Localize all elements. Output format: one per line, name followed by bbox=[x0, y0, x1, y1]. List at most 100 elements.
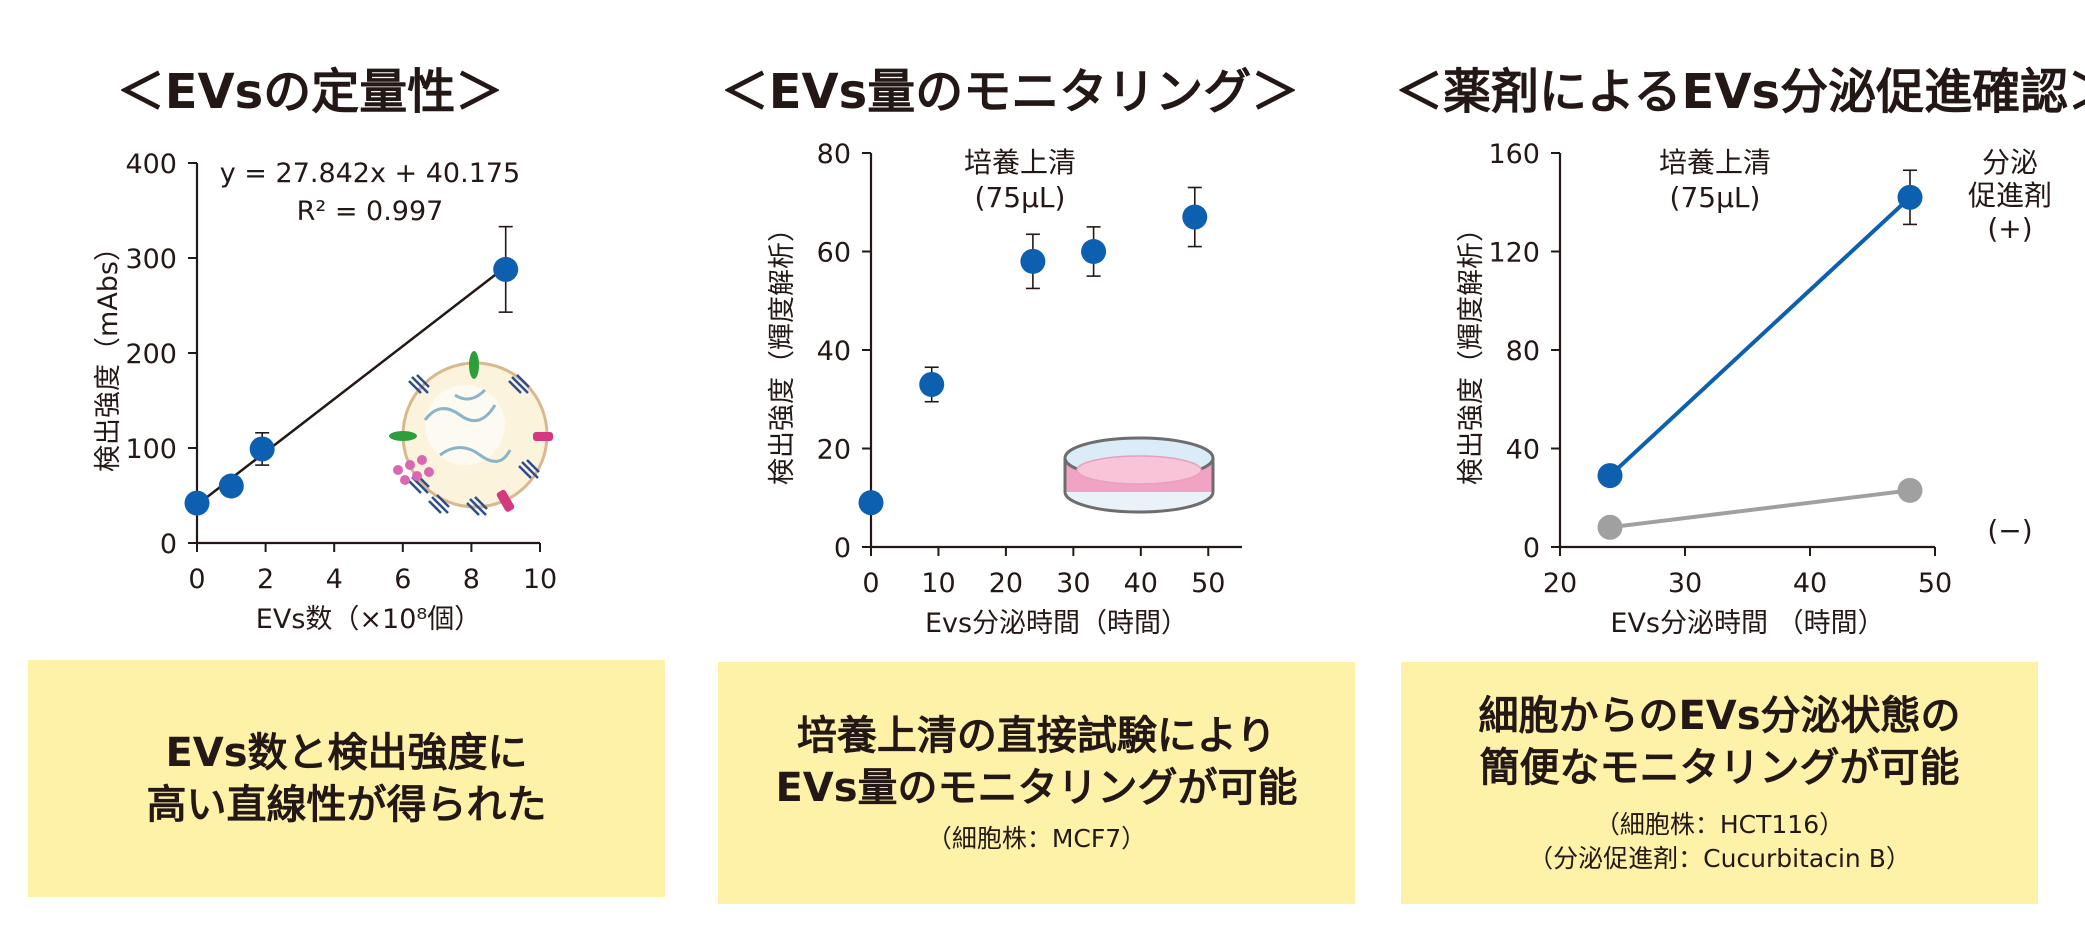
x-tick-label: 0 bbox=[188, 564, 205, 595]
y-tick-label: 200 bbox=[125, 339, 177, 370]
x-tick-label: 2 bbox=[257, 564, 274, 595]
charts-canvas: 0 2 4 6 8 100100200300400EVs数（×10⁸個）検出強度（mAbs… bbox=[93, 139, 2052, 639]
receptor bbox=[466, 496, 488, 516]
y-axis-label: 検出強度（輝度解析） bbox=[1456, 215, 1487, 485]
summary-box-secretion: 細胞からのEVs分泌状態の 簡便なモニタリングが可能 （細胞株：HCT116） … bbox=[1401, 662, 2038, 904]
lipid-bead bbox=[417, 455, 427, 465]
chart-panel-2: 0 10 20 30 40 50 0 20 40 60 80 Evs分泌時間（時間） 検出強度（輝度解析… bbox=[767, 139, 1242, 639]
receptor bbox=[508, 374, 530, 394]
rna-strand bbox=[423, 404, 497, 423]
rna-strand bbox=[454, 388, 487, 401]
trend-line bbox=[196, 265, 507, 506]
y-tick-label: 160 bbox=[1488, 139, 1540, 170]
data-point bbox=[1897, 184, 1923, 210]
protein-green bbox=[469, 351, 479, 379]
y-tick-label: 0 bbox=[834, 533, 851, 564]
protein-pink bbox=[533, 432, 553, 441]
chart-annotation: (75μL) bbox=[975, 181, 1066, 214]
receptor bbox=[408, 374, 430, 394]
receptor bbox=[518, 459, 540, 479]
y-tick-label: 0 bbox=[160, 529, 177, 560]
series-label: (+) bbox=[1987, 212, 2032, 245]
y-tick-label: 20 bbox=[817, 435, 851, 466]
data-point bbox=[249, 436, 275, 462]
summary-line: 細胞からのEVs分泌状態の bbox=[1478, 693, 1961, 739]
protein-green bbox=[389, 431, 417, 441]
lipid-bead bbox=[412, 471, 422, 481]
summary-note: （細胞株：MCF7） bbox=[926, 824, 1147, 853]
x-tick-label: 20 bbox=[989, 568, 1023, 599]
y-tick-label: 60 bbox=[817, 238, 851, 269]
x-tick-label: 40 bbox=[1124, 568, 1158, 599]
y-tick-label: 80 bbox=[1506, 336, 1540, 367]
summary-line: EVs量のモニタリングが可能 bbox=[775, 765, 1298, 811]
lipid-bead bbox=[424, 467, 434, 477]
rna-strand bbox=[439, 446, 512, 463]
summary-line: EVs数と検出強度に bbox=[165, 729, 528, 776]
protein-pink bbox=[496, 489, 515, 512]
series-label: 促進剤 bbox=[1968, 179, 2052, 212]
data-point bbox=[1597, 514, 1623, 540]
x-tick-label: 6 bbox=[394, 564, 411, 595]
x-axis-label: EVs数（×10⁸個） bbox=[256, 604, 481, 635]
x-axis-label: EVs分泌時間 （時間） bbox=[1610, 608, 1884, 639]
data-point bbox=[218, 473, 244, 499]
x-axis-label: Evs分泌時間（時間） bbox=[925, 608, 1188, 639]
x-tick-label: 20 bbox=[1543, 568, 1577, 599]
y-tick-label: 100 bbox=[125, 434, 177, 465]
receptor bbox=[428, 494, 450, 514]
x-tick-label: 10 bbox=[921, 568, 955, 599]
x-tick-label: 50 bbox=[1918, 568, 1952, 599]
x-tick-label: 50 bbox=[1191, 568, 1225, 599]
summary-line: 高い直線性が得られた bbox=[146, 781, 547, 828]
summary-note: （分泌促進剤：Cucurbitacin B） bbox=[1528, 844, 1911, 873]
y-tick-label: 40 bbox=[1506, 435, 1540, 466]
x-tick-label: 30 bbox=[1668, 568, 1702, 599]
data-point bbox=[919, 371, 945, 397]
x-tick-label: 10 bbox=[523, 564, 557, 595]
panel-title-monitoring: ＜EVs量のモニタリング＞ bbox=[720, 64, 1300, 120]
chart-annotation: y = 27.842x + 40.175 bbox=[220, 158, 520, 189]
data-point bbox=[1020, 248, 1046, 274]
data-point bbox=[184, 490, 210, 516]
dish-surface bbox=[1076, 455, 1202, 485]
chart-annotation: R² = 0.997 bbox=[297, 196, 444, 227]
data-point bbox=[1897, 477, 1923, 503]
panel-title-drug-secretion: ＜薬剤によるEVs分泌促進確認＞ bbox=[1395, 64, 2085, 120]
panel-title-quantitation: ＜EVsの定量性＞ bbox=[116, 64, 504, 120]
data-point bbox=[1597, 463, 1623, 489]
y-tick-label: 300 bbox=[125, 244, 177, 275]
chart-annotation: (75μL) bbox=[1670, 181, 1761, 214]
series-label: (−) bbox=[1987, 514, 2032, 547]
chart-annotation: 培養上清 bbox=[964, 146, 1076, 179]
x-tick-label: 8 bbox=[463, 564, 480, 595]
data-point bbox=[858, 490, 884, 516]
lipid-bead bbox=[400, 475, 410, 485]
petri-dish-illustration bbox=[1063, 436, 1215, 514]
chart-panel-1: 0 2 4 6 8 100100200300400EVs数（×10⁸個）検出強度（mAbs… bbox=[93, 149, 557, 635]
series-label: 分泌 bbox=[1982, 146, 2038, 179]
x-tick-label: 0 bbox=[862, 568, 879, 599]
data-point bbox=[1081, 239, 1107, 264]
data-point bbox=[1182, 204, 1208, 230]
lipid-bead bbox=[405, 460, 415, 470]
chart-panel-3: 20 30 40 50 0 40 80 120 160 EVs分泌時間 （時間） 検出強度（輝度解析… bbox=[1456, 139, 2052, 639]
lipid-bead bbox=[393, 465, 403, 475]
y-tick-label: 400 bbox=[125, 149, 177, 180]
vesicle-highlight bbox=[425, 385, 505, 465]
data-point bbox=[493, 256, 519, 282]
summary-line: 簡便なモニタリングが可能 bbox=[1479, 745, 1960, 791]
x-tick-label: 40 bbox=[1793, 568, 1827, 599]
y-tick-label: 0 bbox=[1523, 533, 1540, 564]
y-tick-label: 120 bbox=[1488, 238, 1540, 269]
y-tick-label: 40 bbox=[817, 336, 851, 367]
y-axis-label: 検出強度（mAbs） bbox=[93, 234, 124, 472]
series-line bbox=[1608, 195, 1912, 478]
x-tick-label: 4 bbox=[326, 564, 343, 595]
summary-line: 培養上清の直接試験により bbox=[796, 713, 1277, 759]
y-axis-label: 検出強度（輝度解析） bbox=[767, 215, 798, 485]
x-tick-label: 30 bbox=[1056, 568, 1090, 599]
summary-box-monitoring: 培養上清の直接試験により EVs量のモニタリングが可能 （細胞株：MCF7） bbox=[718, 662, 1355, 904]
summary-note: （細胞株：HCT116） bbox=[1594, 810, 1845, 839]
chart-annotation: 培養上清 bbox=[1659, 146, 1771, 179]
